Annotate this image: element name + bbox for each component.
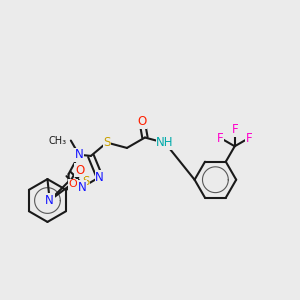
Text: NH: NH [156, 136, 174, 149]
Text: O: O [75, 164, 84, 177]
Text: N: N [78, 181, 86, 194]
Text: O: O [68, 179, 77, 189]
Text: F: F [246, 132, 252, 145]
Text: O: O [137, 115, 147, 128]
Text: S: S [82, 175, 89, 188]
Text: F: F [231, 123, 238, 136]
Text: N: N [95, 170, 104, 184]
Text: CH₃: CH₃ [48, 136, 66, 146]
Text: F: F [217, 132, 224, 145]
Text: S: S [103, 136, 110, 149]
Text: N: N [45, 194, 54, 207]
Text: N: N [75, 148, 83, 161]
